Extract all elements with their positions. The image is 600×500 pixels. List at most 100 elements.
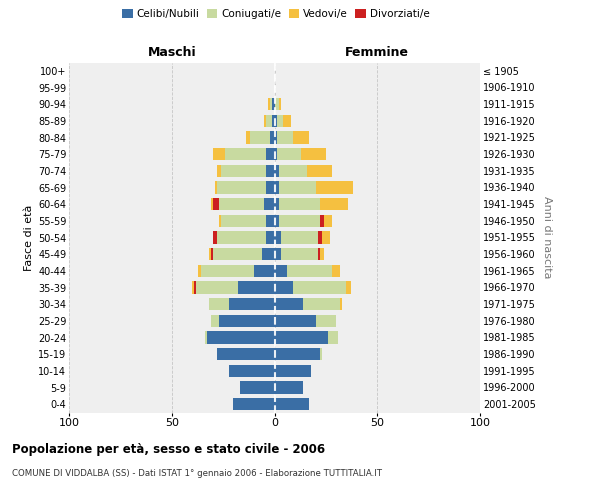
Text: COMUNE DI VIDDALBA (SS) - Dati ISTAT 1° gennaio 2006 - Elaborazione TUTTITALIA.I: COMUNE DI VIDDALBA (SS) - Dati ISTAT 1° … [12,469,382,478]
Bar [264,198,275,210]
Bar [246,131,250,144]
Bar [209,248,211,260]
Bar [340,298,343,310]
Y-axis label: Anni di nascita: Anni di nascita [542,196,553,278]
Bar [275,314,316,327]
Bar [275,398,310,410]
Bar [211,248,213,260]
Bar [266,231,275,244]
Bar [277,131,293,144]
Bar [217,231,266,244]
Bar [233,398,275,410]
Bar [211,198,213,210]
Bar [320,348,322,360]
Bar [317,248,320,260]
Bar [293,131,310,144]
Text: Popolazione per età, sesso e stato civile - 2006: Popolazione per età, sesso e stato civil… [12,442,325,456]
Bar [209,298,229,310]
Bar [215,181,217,194]
Bar [266,148,275,160]
Text: Femmine: Femmine [345,46,409,59]
Bar [332,264,340,277]
Bar [221,164,266,177]
Bar [275,98,278,110]
Bar [250,131,271,144]
Bar [278,198,320,210]
Bar [275,114,277,127]
Bar [217,181,266,194]
Bar [275,214,278,227]
Bar [194,281,196,293]
Bar [219,214,221,227]
Bar [254,264,275,277]
Bar [283,114,291,127]
Bar [238,281,275,293]
Bar [277,114,283,127]
Bar [213,198,219,210]
Bar [275,331,328,344]
Bar [320,248,324,260]
Bar [213,231,217,244]
Bar [271,131,275,144]
Bar [219,198,264,210]
Bar [268,98,271,110]
Bar [316,181,353,194]
Bar [322,231,330,244]
Bar [271,98,272,110]
Bar [211,314,219,327]
Bar [272,98,275,110]
Bar [192,281,194,293]
Bar [221,214,266,227]
Bar [200,264,254,277]
Bar [275,164,278,177]
Bar [316,314,336,327]
Bar [206,331,275,344]
Bar [217,348,275,360]
Bar [328,331,338,344]
Bar [275,298,303,310]
Bar [266,181,275,194]
Bar [217,164,221,177]
Bar [275,148,277,160]
Bar [213,248,262,260]
Bar [277,148,301,160]
Bar [320,198,349,210]
Bar [266,214,275,227]
Bar [278,164,307,177]
Bar [219,314,275,327]
Bar [239,381,275,394]
Bar [266,114,272,127]
Bar [281,231,317,244]
Bar [275,364,311,377]
Bar [346,281,350,293]
Bar [275,248,281,260]
Bar [278,98,281,110]
Bar [275,198,278,210]
Bar [262,248,275,260]
Y-axis label: Fasce di età: Fasce di età [23,204,34,270]
Bar [275,348,320,360]
Bar [281,248,317,260]
Bar [205,331,206,344]
Bar [199,264,200,277]
Bar [229,364,275,377]
Bar [293,281,346,293]
Bar [213,148,225,160]
Text: Maschi: Maschi [148,46,196,59]
Bar [278,181,316,194]
Bar [287,264,332,277]
Bar [301,148,326,160]
Bar [324,214,332,227]
Bar [275,131,277,144]
Bar [266,164,275,177]
Bar [320,214,324,227]
Bar [275,181,278,194]
Bar [317,231,322,244]
Bar [229,298,275,310]
Bar [275,381,303,394]
Bar [278,214,320,227]
Bar [307,164,332,177]
Legend: Celibi/Nubili, Coniugati/e, Vedovi/e, Divorziati/e: Celibi/Nubili, Coniugati/e, Vedovi/e, Di… [118,5,434,24]
Bar [275,281,293,293]
Bar [303,298,340,310]
